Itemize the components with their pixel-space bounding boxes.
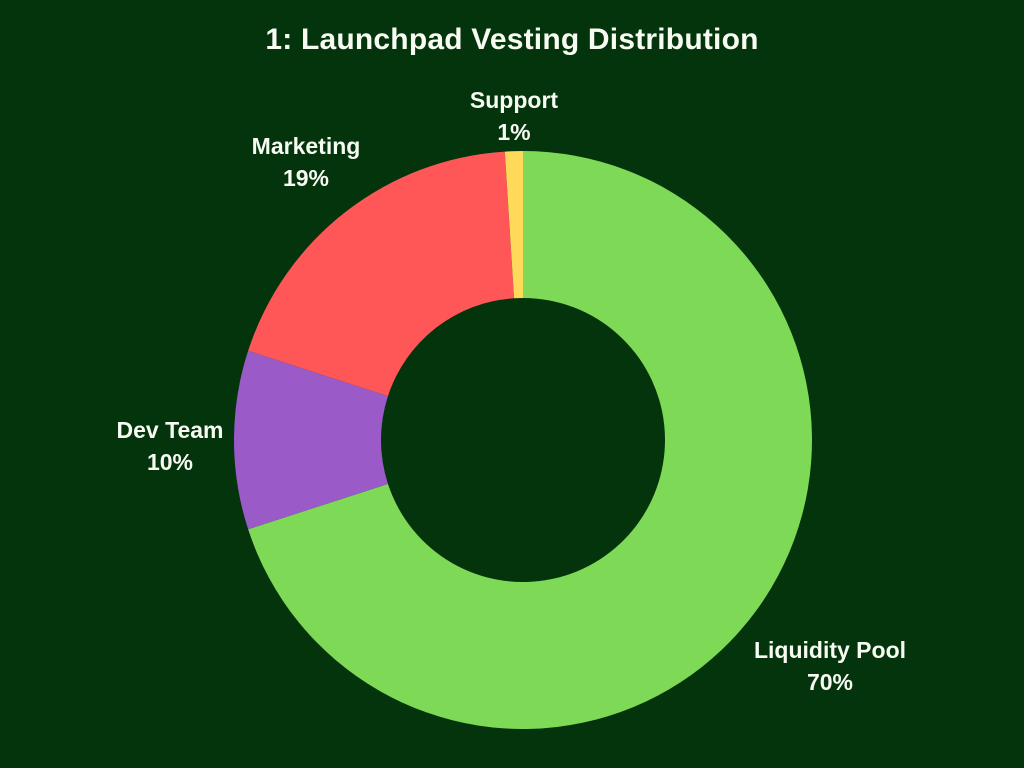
slice-marketing [248,151,515,397]
label-marketing-name: Marketing [251,133,361,159]
slice-liquidity-pool [248,151,812,729]
label-support-pct: 1% [497,119,531,145]
label-dev-team-name: Dev Team [116,417,224,443]
slice-dev-team [233,350,388,530]
label-dev-team-pct: 10% [146,449,194,475]
label-support-name: Support [469,87,559,113]
label-marketing-pct: 19% [282,165,330,191]
slice-support [504,151,523,299]
label-liquidity-pool: Liquidity Pool 70% [754,634,906,698]
label-dev-team: Dev Team 10% [117,414,224,478]
label-liquidity-pool-name: Liquidity Pool [753,637,907,663]
label-liquidity-pool-pct: 70% [806,669,854,695]
label-support: Support 1% [470,84,558,148]
chart-title: 1: Launchpad Vesting Distribution [265,23,759,56]
label-marketing: Marketing 19% [252,130,361,194]
